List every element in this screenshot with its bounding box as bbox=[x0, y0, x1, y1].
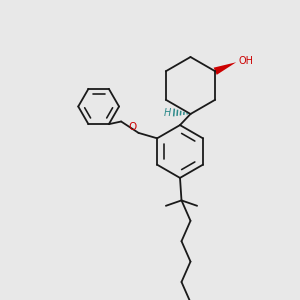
Polygon shape bbox=[214, 62, 236, 75]
Text: O: O bbox=[128, 122, 137, 132]
Text: H: H bbox=[164, 107, 172, 118]
Text: OH: OH bbox=[238, 56, 253, 66]
